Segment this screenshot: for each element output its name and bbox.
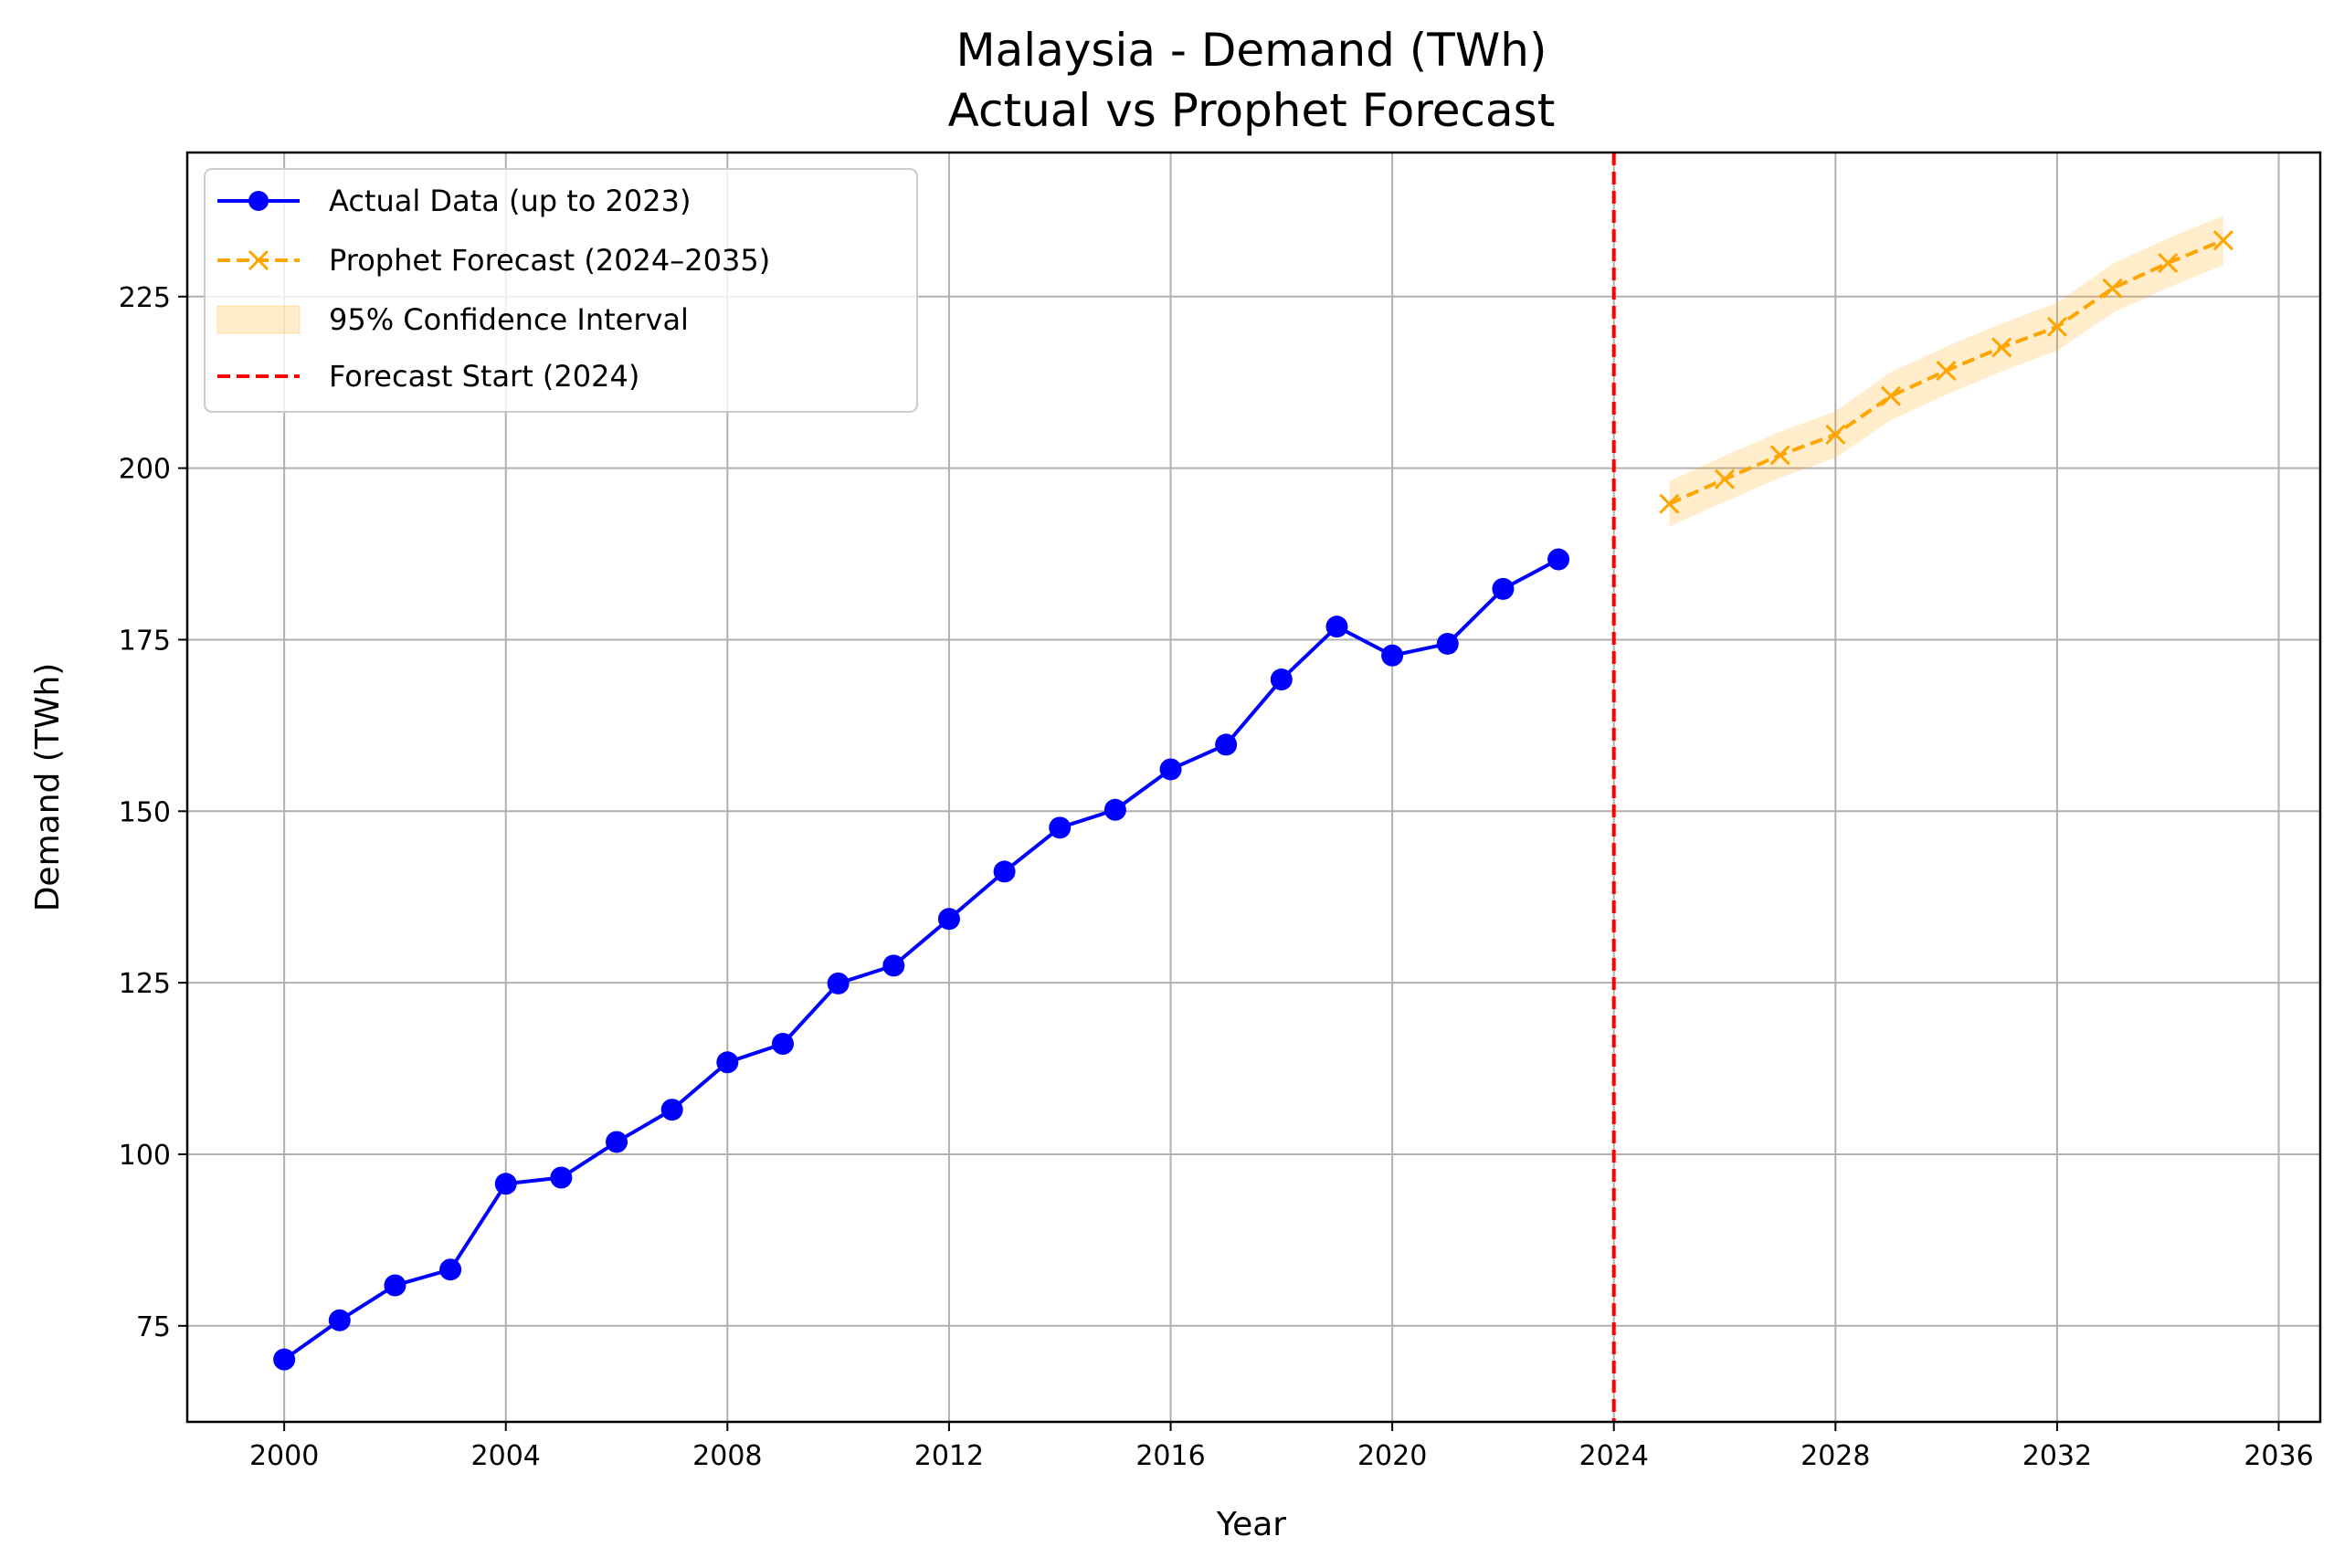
forecast-point xyxy=(1825,424,1846,445)
forecast-point xyxy=(1659,493,1680,514)
x-tick-label: 2004 xyxy=(471,1440,541,1472)
data-point xyxy=(1103,798,1126,821)
data-point xyxy=(1215,733,1238,756)
legend-box xyxy=(204,168,918,413)
y-tick-label: 150 xyxy=(119,796,171,828)
forecast-point xyxy=(1880,385,1902,406)
data-point xyxy=(882,954,905,977)
x-tick-label: 2032 xyxy=(2022,1440,2092,1472)
x-tick-label: 2024 xyxy=(1579,1440,1649,1472)
data-point xyxy=(716,1051,739,1074)
forecast-point xyxy=(2102,278,2123,299)
legend-vline-label: Forecast Start (2024) xyxy=(329,359,639,394)
data-point xyxy=(1159,758,1182,781)
y-axis-label: Demand (TWh) xyxy=(29,663,67,912)
chart-subtitle: Actual vs Prophet Forecast xyxy=(948,84,1556,137)
forecast-point xyxy=(2158,252,2179,274)
x-axis-ticks: 2000 2004 2008 2012 2016 2020 2024 2028 2032 2036 xyxy=(249,1422,2314,1472)
forecast-point xyxy=(2046,316,2067,337)
legend-actual-marker xyxy=(248,191,269,211)
x-tick-label: 2008 xyxy=(692,1440,762,1472)
forecast-point xyxy=(1936,360,1957,381)
legend-forecast-marker xyxy=(248,249,269,271)
data-point xyxy=(273,1348,296,1371)
forecast-point xyxy=(2212,230,2233,251)
x-axis-label: Year xyxy=(1216,1506,1286,1543)
data-point xyxy=(606,1131,628,1153)
legend: Actual Data (up to 2023) Prophet Forecas… xyxy=(204,168,918,413)
y-tick-label: 100 xyxy=(119,1140,171,1172)
data-point xyxy=(660,1099,683,1121)
data-point xyxy=(1325,616,1348,638)
y-tick-label: 175 xyxy=(119,625,171,657)
legend-forecast-label: Prophet Forecast (2024–2035) xyxy=(329,243,770,278)
chart-title: Malaysia - Demand (TWh) xyxy=(956,24,1547,77)
data-point xyxy=(439,1258,462,1281)
data-point xyxy=(771,1033,794,1056)
x-tick-label: 2000 xyxy=(249,1440,319,1472)
y-tick-label: 125 xyxy=(119,968,171,1000)
forecast-point xyxy=(1769,445,1790,466)
series xyxy=(273,230,2233,1371)
data-point xyxy=(1049,816,1072,839)
data-point xyxy=(1436,632,1459,655)
data-point xyxy=(328,1309,351,1331)
data-point xyxy=(827,972,850,994)
data-point xyxy=(1381,644,1404,667)
forecast-point xyxy=(1714,468,1736,489)
legend-ci-swatch xyxy=(216,305,301,334)
x-tick-label: 2028 xyxy=(1800,1440,1870,1472)
data-point xyxy=(1547,548,1570,571)
data-point xyxy=(937,908,960,931)
y-tick-label: 75 xyxy=(136,1311,171,1343)
x-tick-label: 2020 xyxy=(1357,1440,1427,1472)
plot-frame xyxy=(185,151,2322,1424)
data-point xyxy=(1270,668,1293,691)
legend-actual-label: Actual Data (up to 2023) xyxy=(329,184,691,218)
data-point xyxy=(993,860,1016,883)
y-tick-label: 225 xyxy=(119,282,171,314)
data-point xyxy=(494,1173,517,1195)
forecast-point xyxy=(1991,337,2012,358)
data-point xyxy=(384,1274,407,1297)
x-tick-label: 2036 xyxy=(2244,1440,2313,1472)
data-point xyxy=(1492,577,1515,600)
y-tick-label: 200 xyxy=(119,454,171,486)
legend-ci-label: 95% Confidence Interval xyxy=(329,302,689,337)
x-tick-label: 2012 xyxy=(914,1440,984,1472)
y-axis-ticks: 75 100 125 150 175 200 225 xyxy=(119,282,187,1343)
data-point xyxy=(550,1166,573,1189)
x-tick-label: 2016 xyxy=(1135,1440,1205,1472)
